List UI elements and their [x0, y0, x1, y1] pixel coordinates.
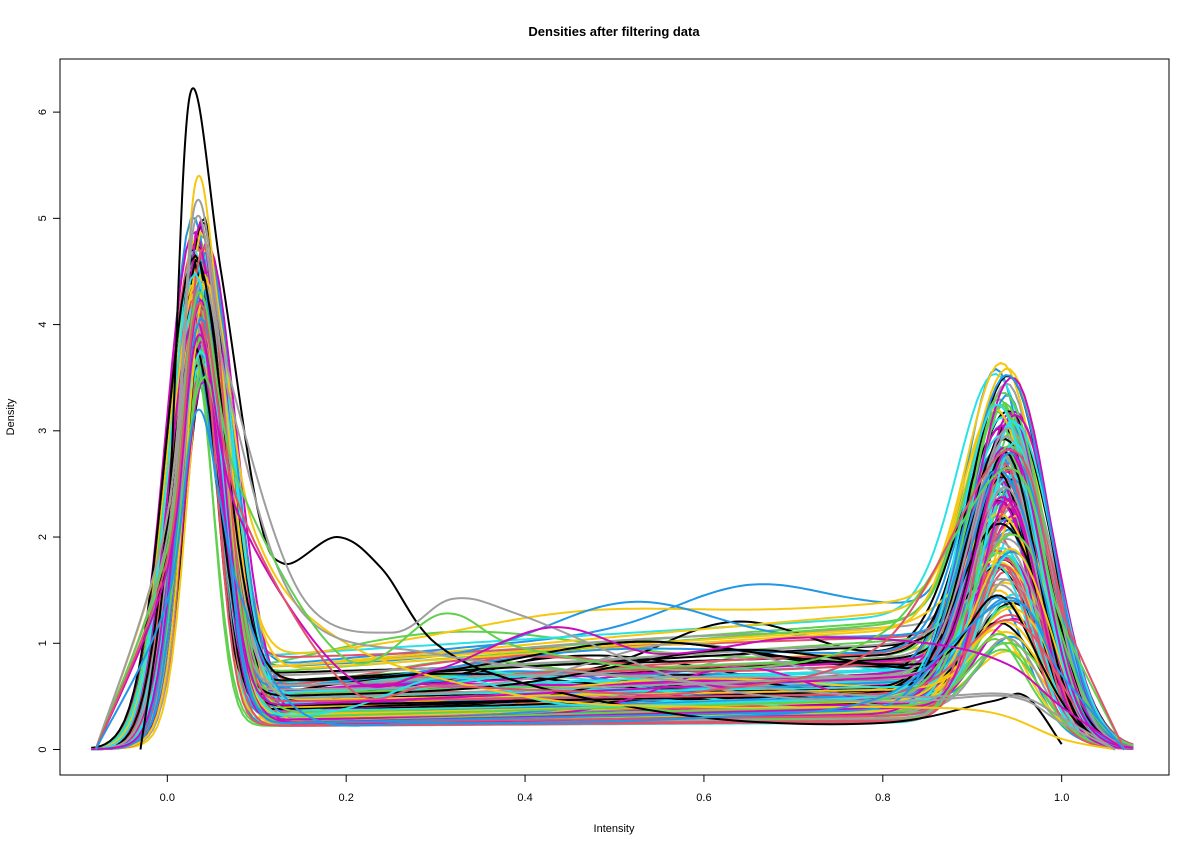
y-tick-label: 6	[37, 109, 49, 115]
density-line	[91, 280, 1134, 750]
plot-frame	[59, 58, 1170, 776]
x-tick-label: 0.2	[339, 792, 354, 804]
density-line-notable	[94, 214, 1116, 751]
x-tick-label: 1.0	[1054, 792, 1069, 804]
density-line	[91, 315, 1134, 751]
density-line	[91, 316, 1134, 751]
y-tick-label: 1	[37, 640, 49, 646]
density-line-notable	[139, 87, 1063, 750]
density-line-notable	[94, 198, 1116, 751]
chart-title: Densities after filtering data	[528, 24, 700, 39]
density-line	[91, 244, 1134, 751]
y-tick-label: 5	[37, 215, 49, 221]
density-line	[91, 344, 1134, 750]
density-series	[91, 87, 1134, 751]
y-tick-label: 3	[37, 428, 49, 434]
density-line	[91, 276, 1134, 750]
density-line	[91, 272, 1134, 750]
x-tick-label: 0.8	[875, 792, 890, 804]
y-tick-label: 4	[37, 322, 49, 328]
density-line	[91, 235, 1134, 749]
x-tick-label: 0.4	[517, 792, 532, 804]
x-tick-label: 0.6	[696, 792, 711, 804]
density-line-notable	[94, 302, 1126, 750]
y-tick-label: 0	[37, 746, 49, 752]
x-axis-label: Intensity	[594, 823, 635, 835]
density-line	[91, 297, 1134, 751]
density-line-notable	[94, 291, 1126, 750]
density-line	[91, 254, 1134, 750]
y-tick-label: 2	[37, 534, 49, 540]
density-line-notable	[94, 334, 1125, 751]
x-tick-label: 0.0	[160, 792, 175, 804]
density-line-notable	[94, 408, 1126, 751]
y-axis-label: Density	[5, 398, 17, 435]
density-line	[91, 336, 1134, 751]
x-axis: 0.0 0.2 0.4 0.6 0.8 1.0	[160, 774, 1069, 804]
y-axis: 0 1 2 3 4 5 6	[37, 109, 61, 753]
density-line	[91, 374, 1134, 751]
